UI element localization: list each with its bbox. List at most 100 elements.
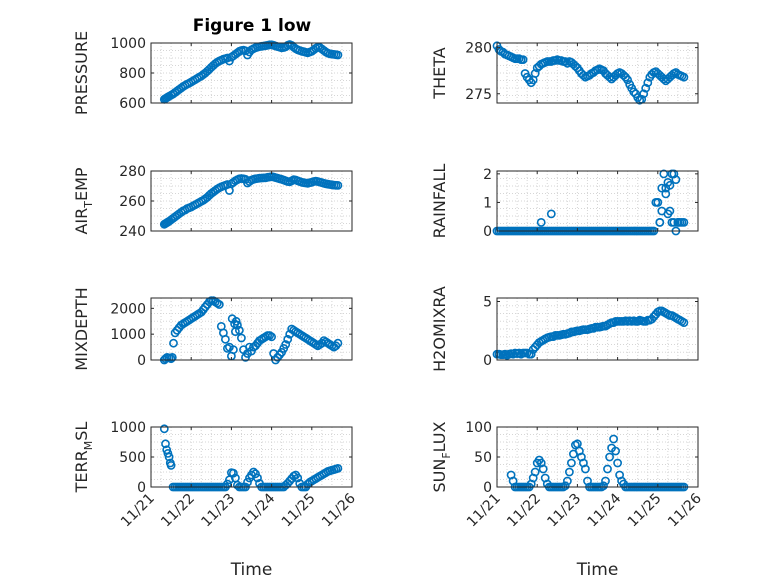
data-point — [661, 189, 671, 199]
data-point — [613, 458, 622, 468]
series-h2omixra — [492, 306, 689, 360]
data-point — [530, 467, 540, 477]
y-tick-label: 0 — [483, 353, 492, 369]
x-axis-label: Time — [576, 560, 619, 580]
y-axis-label: H2OMIXRA — [430, 286, 449, 372]
y-tick-label: 50 — [474, 450, 492, 466]
subplot-mixdepth: 0 1000 2000 MIXDEPTH — [72, 287, 353, 371]
y-tick-label: 0 — [483, 480, 492, 496]
data-point — [546, 209, 556, 219]
subplot-air-temp: 240 260 280 AIRTEMP — [72, 164, 353, 240]
data-point — [679, 217, 689, 227]
y-axis-label: AIRTEMP — [72, 167, 95, 234]
data-point — [641, 83, 651, 93]
axes-box — [496, 42, 699, 104]
data-point — [243, 477, 252, 487]
data-point — [281, 340, 291, 349]
data-point — [560, 57, 570, 66]
data-point — [167, 352, 177, 362]
data-point — [166, 460, 176, 470]
x-tick-label: 11/21 — [118, 491, 158, 531]
data-point — [671, 175, 681, 184]
data-point — [599, 481, 608, 491]
data-point — [333, 463, 343, 473]
data-point — [669, 169, 679, 179]
data-point — [601, 476, 610, 486]
y-tick-label: 800 — [119, 66, 146, 82]
data-point — [159, 424, 169, 434]
data-point — [653, 197, 663, 207]
data-point — [659, 169, 669, 179]
data-point — [623, 75, 632, 85]
data-point — [530, 69, 540, 78]
data-point — [665, 206, 675, 216]
y-tick-label: 1 — [483, 195, 492, 211]
y-label-part: TERR — [72, 450, 91, 493]
data-point — [679, 318, 689, 327]
y-label-part: SUN — [430, 459, 449, 493]
data-point — [643, 78, 653, 88]
data-point — [657, 183, 667, 193]
y-tick-label: 280 — [465, 41, 492, 57]
axes-box — [496, 297, 699, 361]
data-point — [579, 70, 588, 80]
series-mixdepth — [159, 296, 343, 365]
data-point — [283, 334, 293, 344]
y-label-part: SL — [72, 422, 91, 441]
y-label-subscript: M — [82, 441, 95, 451]
y-tick-label: 0 — [137, 480, 146, 496]
y-tick-label: 0 — [137, 353, 146, 369]
x-axis-label: Time — [230, 560, 273, 580]
x-tick-label: 11/22 — [504, 491, 544, 531]
data-point — [249, 467, 258, 477]
y-tick-label: 1000 — [110, 36, 146, 52]
data-point — [518, 55, 528, 64]
series-air-temp — [159, 172, 343, 229]
y-axis-label: SUNFLUX — [430, 421, 453, 492]
x-tick-label: 11/26 — [319, 490, 359, 530]
data-point — [333, 50, 343, 60]
x-tick-label: 11/26 — [665, 490, 705, 530]
y-axis-label: TERRMSL — [72, 422, 95, 494]
subplot-terr-msl: 0 500 1000 11/21 11/22 11/23 11/24 11/25 11/26 TE… — [72, 420, 359, 580]
subplot-sun-flux: 0 50 100 11/21 11/22 11/23 11/24 11/25 11/26 SUNF… — [430, 420, 705, 580]
data-point — [657, 206, 667, 216]
data-point — [563, 476, 572, 486]
x-tick-label: 11/21 — [464, 491, 504, 531]
y-label-part: EMP — [72, 167, 91, 201]
data-point — [609, 434, 618, 444]
y-tick-label: 280 — [119, 164, 146, 180]
x-tick-label: 11/24 — [239, 490, 279, 530]
subplot-theta: 275 280 THETA — [430, 41, 699, 105]
y-tick-label: 5 — [483, 295, 492, 311]
data-point — [228, 345, 238, 355]
data-point — [169, 338, 178, 348]
data-point — [673, 217, 683, 227]
data-point — [234, 325, 244, 335]
figure-title: Figure 1 low — [193, 16, 312, 36]
data-point — [232, 320, 242, 330]
data-point — [603, 464, 612, 474]
data-point — [663, 177, 673, 187]
data-point — [538, 464, 548, 474]
data-point — [161, 439, 170, 449]
data-point — [629, 87, 639, 97]
data-point — [605, 452, 614, 462]
y-tick-label: 275 — [465, 87, 492, 103]
x-tick-label: 11/24 — [585, 490, 625, 530]
data-point — [267, 332, 276, 342]
y-tick-label: 500 — [119, 450, 146, 466]
data-point — [231, 316, 241, 326]
data-point — [164, 452, 174, 462]
y-axis-label: THETA — [430, 47, 449, 99]
y-label-subscript: F — [440, 452, 453, 458]
data-point — [253, 473, 262, 483]
y-axis-label: RAINFALL — [430, 164, 449, 239]
y-tick-label: 260 — [119, 194, 146, 210]
subplot-h2omixra: 0 5 H2OMIXRA — [430, 286, 699, 372]
subplot-rainfall: 0 1 2 RAINFALL — [430, 164, 699, 240]
y-tick-label: 100 — [465, 420, 492, 436]
data-point — [679, 72, 689, 82]
